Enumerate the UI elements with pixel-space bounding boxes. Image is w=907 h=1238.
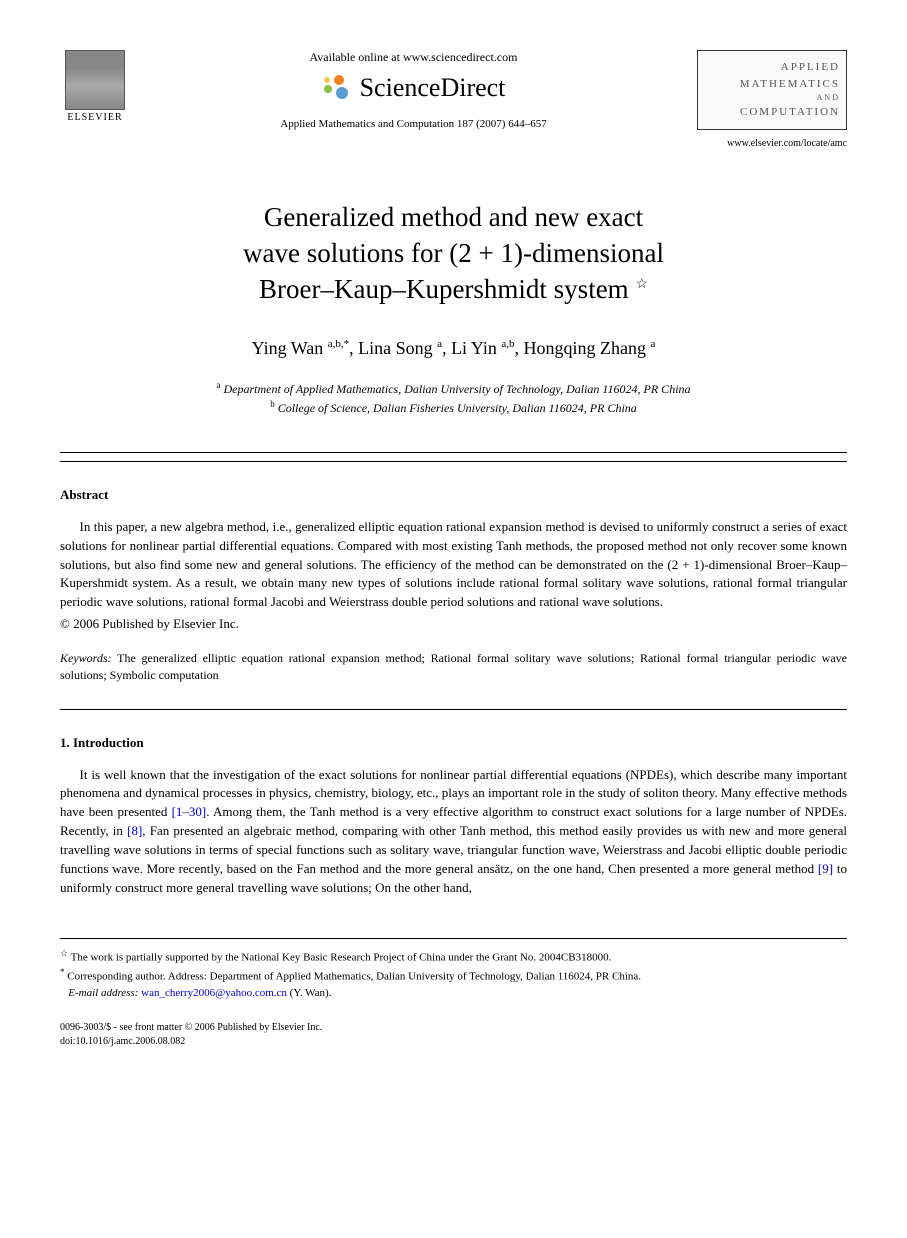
author-3-sup: a,b bbox=[501, 338, 514, 350]
affil-a-sup: a bbox=[216, 380, 220, 390]
ref-link-3[interactable]: [9] bbox=[818, 861, 833, 876]
bottom-info: 0096-3003/$ - see front matter © 2006 Pu… bbox=[60, 1021, 847, 1049]
elsevier-text: ELSEVIER bbox=[67, 112, 122, 123]
affiliations: a Department of Applied Mathematics, Dal… bbox=[60, 379, 847, 417]
footnote-corresponding: * Corresponding author. Address: Departm… bbox=[60, 966, 847, 985]
divider-rule-thin bbox=[60, 461, 847, 462]
divider-rule bbox=[60, 452, 847, 453]
sciencedirect-text: ScienceDirect bbox=[360, 73, 506, 103]
elsevier-tree-icon bbox=[65, 50, 125, 110]
email-author: (Y. Wan). bbox=[290, 987, 332, 999]
intro-paragraph: It is well known that the investigation … bbox=[60, 766, 847, 898]
author-1-sup: a,b,* bbox=[328, 338, 349, 350]
author-2-sup: a bbox=[437, 338, 442, 350]
journal-reference: Applied Mathematics and Computation 187 … bbox=[130, 118, 697, 130]
center-header: Available online at www.sciencedirect.co… bbox=[130, 50, 697, 130]
affil-a-text: Department of Applied Mathematics, Dalia… bbox=[223, 382, 690, 396]
keywords-block: Keywords: The generalized elliptic equat… bbox=[60, 650, 847, 684]
affil-b-sup: b bbox=[270, 399, 275, 409]
email-label: E-mail address: bbox=[68, 987, 138, 999]
journal-line-1: APPLIED bbox=[781, 59, 840, 76]
email-link[interactable]: wan_cherry2006@yahoo.com.cn bbox=[141, 987, 287, 999]
abstract-text: In this paper, a new algebra method, i.e… bbox=[60, 518, 847, 612]
author-2: Lina Song bbox=[358, 338, 433, 358]
journal-box: APPLIED MATHEMATICS AND COMPUTATION www.… bbox=[697, 50, 847, 149]
title-line-3: Broer–Kaup–Kupershmidt system bbox=[259, 274, 629, 304]
author-4: Hongqing Zhang bbox=[524, 338, 646, 358]
ref-link-1[interactable]: [1–30] bbox=[172, 804, 207, 819]
keywords-label: Keywords: bbox=[60, 651, 112, 665]
title-star-icon: ☆ bbox=[635, 277, 648, 292]
journal-line-3: AND bbox=[817, 92, 840, 104]
footnote-corr-icon: * bbox=[60, 967, 65, 977]
keywords-text: The generalized elliptic equation ration… bbox=[60, 651, 847, 682]
sciencedirect-icon bbox=[322, 73, 352, 103]
ref-link-2[interactable]: [8] bbox=[127, 823, 142, 838]
copyright-text: © 2006 Published by Elsevier Inc. bbox=[60, 616, 847, 632]
journal-line-2: MATHEMATICS bbox=[740, 76, 840, 93]
title-line-2: wave solutions for (2 + 1)-dimensional bbox=[243, 238, 664, 268]
intro-heading: 1. Introduction bbox=[60, 735, 847, 751]
title-block: Generalized method and new exact wave so… bbox=[60, 199, 847, 308]
journal-url: www.elsevier.com/locate/amc bbox=[697, 138, 847, 149]
abstract-heading: Abstract bbox=[60, 487, 847, 503]
available-online-text: Available online at www.sciencedirect.co… bbox=[130, 50, 697, 65]
author-3: Li Yin bbox=[451, 338, 497, 358]
footnote-corr-text: Corresponding author. Address: Departmen… bbox=[67, 970, 641, 982]
journal-line-4: COMPUTATION bbox=[740, 104, 840, 121]
elsevier-logo: ELSEVIER bbox=[60, 50, 130, 130]
footnote-email: E-mail address: wan_cherry2006@yahoo.com… bbox=[60, 985, 847, 1002]
author-4-sup: a bbox=[651, 338, 656, 350]
authors-line: Ying Wan a,b,*, Lina Song a, Li Yin a,b,… bbox=[60, 338, 847, 359]
intro-text-c: , Fan presented an algebraic method, com… bbox=[60, 823, 847, 876]
journal-name-box: APPLIED MATHEMATICS AND COMPUTATION bbox=[697, 50, 847, 130]
author-1: Ying Wan bbox=[252, 338, 324, 358]
header-row: ELSEVIER Available online at www.science… bbox=[60, 50, 847, 149]
footnote-star-text: The work is partially supported by the N… bbox=[71, 951, 612, 963]
footnotes: ☆ The work is partially supported by the… bbox=[60, 938, 847, 1002]
affil-b-text: College of Science, Dalian Fisheries Uni… bbox=[278, 401, 637, 415]
issn-line: 0096-3003/$ - see front matter © 2006 Pu… bbox=[60, 1021, 847, 1035]
doi-line: doi:10.1016/j.amc.2006.08.082 bbox=[60, 1035, 847, 1049]
footnote-funding: ☆ The work is partially supported by the… bbox=[60, 947, 847, 966]
paper-title: Generalized method and new exact wave so… bbox=[60, 199, 847, 308]
title-line-1: Generalized method and new exact bbox=[264, 202, 643, 232]
footnote-star-icon: ☆ bbox=[60, 948, 68, 958]
divider-rule-thin-2 bbox=[60, 709, 847, 710]
sciencedirect-logo: ScienceDirect bbox=[130, 73, 697, 103]
